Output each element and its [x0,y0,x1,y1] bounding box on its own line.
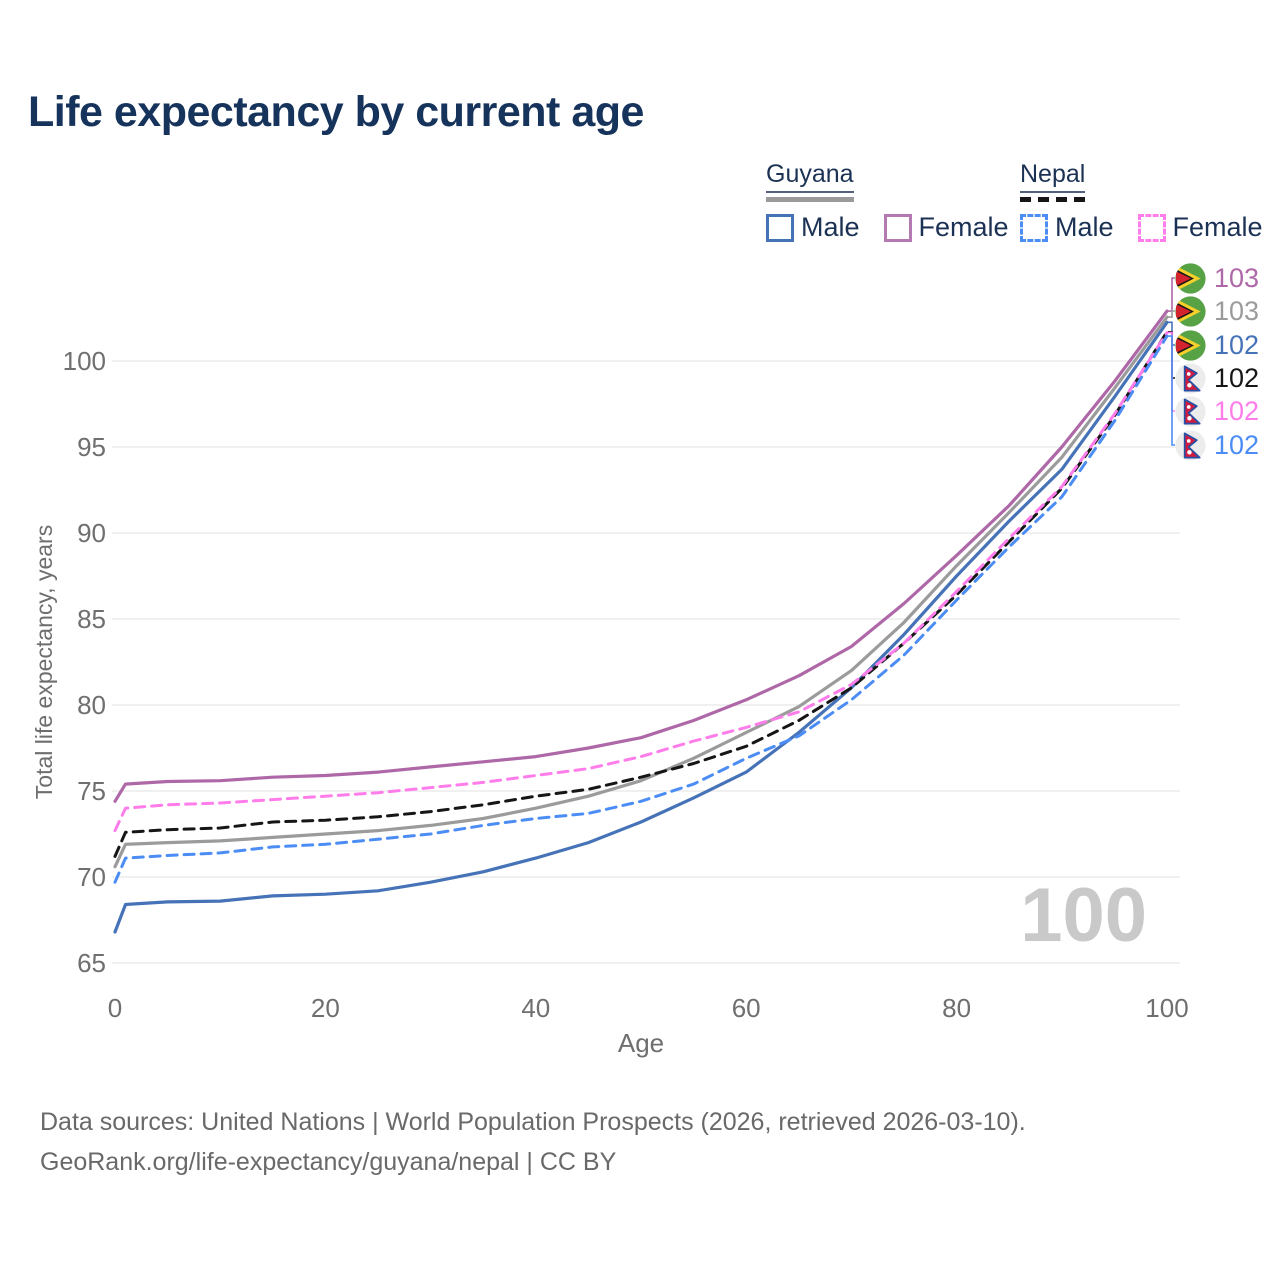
series-line-guyana-female[interactable] [113,309,1169,803]
guyana-flag-icon [1175,329,1206,361]
x-tick-label-20: 20 [310,993,340,1023]
legend-item-nepal-male[interactable]: Male [1020,212,1114,243]
series-line-nepal-both-sexes[interactable] [113,330,1169,858]
legend-row-guyana: Male Female [766,212,1033,243]
legend-row-nepal: Male Female [1020,212,1280,243]
legend-group-title-nepal: Nepal [1020,160,1086,193]
legend-group-guyana: Guyana Male Female [766,160,1033,243]
y-tick-label-80: 80 [77,690,106,720]
annotation-value-guyana-male: 102 [1214,330,1260,360]
legend-item-label: Male [1055,212,1114,242]
annotation-value-nepal-female: 102 [1214,396,1260,426]
guyana-flag-icon [1175,262,1206,294]
leader-line-guyana-both-sexes [1168,310,1175,318]
y-tick-label-70: 70 [77,862,106,892]
legend-guyana-male-checkbox[interactable] [766,213,794,242]
x-tick-label-60: 60 [731,993,761,1023]
annotation-nepal-male: 102 [1175,429,1259,461]
footer-data-sources: Data sources: United Nations | World Pop… [40,1108,1026,1136]
y-tick-label-90: 90 [77,518,106,548]
annotation-guyana-male: 102 [1175,329,1259,361]
legend-item-label: Female [918,212,1009,242]
leader-line-guyana-female [1168,277,1175,312]
legend-item-guyana-male[interactable]: Male [766,212,860,243]
y-tick-label-75: 75 [77,776,106,806]
legend-nepal-male-checkbox[interactable] [1020,213,1048,242]
guyana-flag-icon [1175,295,1206,327]
x-tick-label-80: 80 [942,993,972,1023]
legend-group-title-guyana: Guyana [766,160,854,193]
legend-item-label: Male [801,212,860,242]
legend-group-nepal: Nepal Male Female [1020,160,1280,243]
series-line-guyana-male[interactable] [113,320,1169,934]
page-title: Life expectancy by current age [28,88,644,136]
legend-guyana-sample-line [766,197,854,202]
y-tick-label-65: 65 [77,948,106,978]
legend-item-guyana-female[interactable]: Female [883,212,1009,243]
annotation-nepal-both-sexes: 102 [1175,362,1259,394]
annotation-guyana-female: 103 [1175,262,1259,294]
x-tick-label-40: 40 [521,993,551,1023]
x-tick-label-100: 100 [1145,993,1189,1023]
annotation-value-nepal-male: 102 [1214,430,1260,460]
series-line-nepal-male[interactable] [113,334,1169,884]
leader-line-nepal-male [1168,335,1175,446]
x-tick-label-0: 0 [107,993,123,1023]
y-tick-label-95: 95 [77,432,106,462]
nepal-flag-icon [1175,429,1206,461]
legend-nepal-sample-line [1020,197,1085,202]
nepal-flag-icon [1175,362,1206,394]
legend-nepal-female-checkbox[interactable] [1137,213,1166,242]
legend-guyana-female-checkbox[interactable] [883,213,912,242]
legend-item-label: Female [1172,212,1263,242]
y-tick-label-85: 85 [77,604,106,634]
x-axis-title: Age [617,1028,665,1058]
annotation-nepal-female: 102 [1175,395,1259,427]
nepal-flag-icon [1175,395,1206,427]
annotation-value-guyana-both-sexes: 103 [1214,296,1260,326]
series-line-guyana-both-sexes[interactable] [113,315,1169,869]
y-tick-label-100: 100 [62,346,106,376]
series-line-nepal-female[interactable] [113,331,1169,833]
age-indicator-watermark: 100 [1020,873,1147,958]
legend-item-nepal-female[interactable]: Female [1137,212,1263,243]
footer-attribution: GeoRank.org/life-expectancy/guyana/nepal… [40,1148,617,1176]
annotation-value-nepal-both-sexes: 102 [1214,363,1260,393]
annotation-guyana-both-sexes: 103 [1175,295,1259,327]
annotation-value-guyana-female: 103 [1214,263,1260,293]
